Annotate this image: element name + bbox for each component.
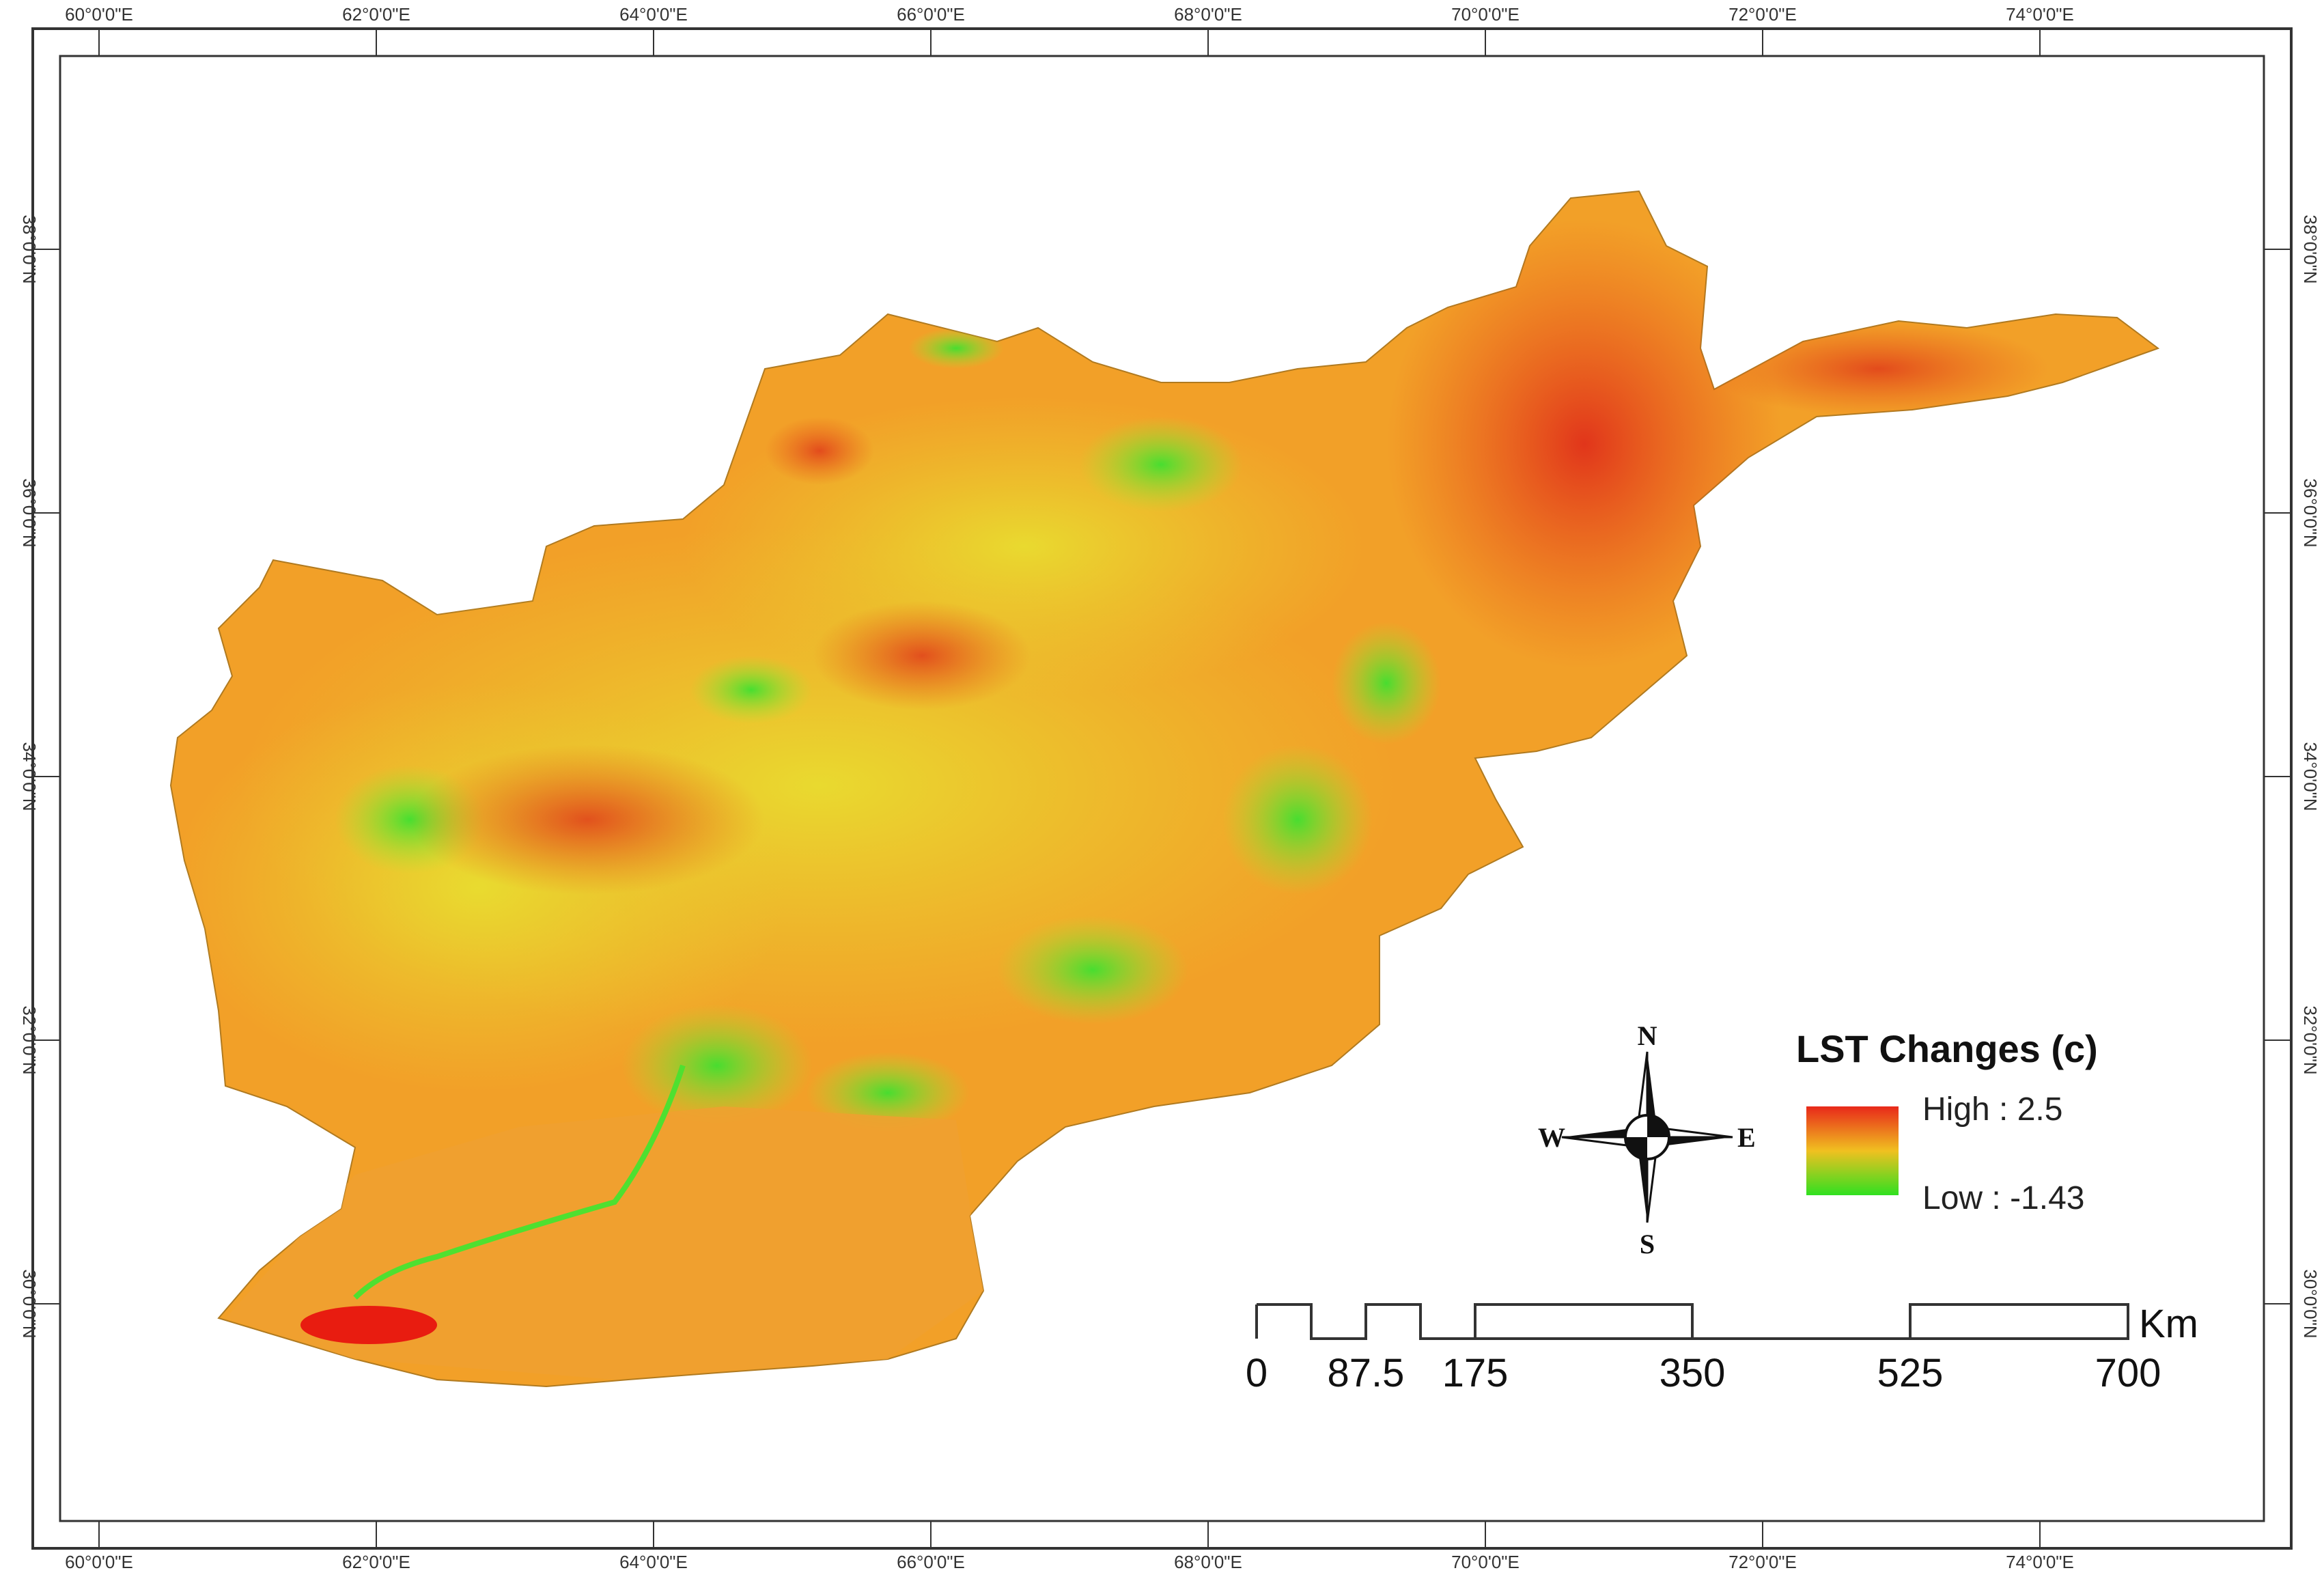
longitude-tick-label: 66°0'0"E <box>897 1552 965 1572</box>
scale-label-2: 175 <box>1442 1351 1509 1395</box>
longitude-tick-label: 70°0'0"E <box>1451 4 1520 25</box>
longitude-tick-label: 74°0'0"E <box>2006 4 2074 25</box>
latitude-tick-label: 34°0'0"N <box>19 742 40 811</box>
map-frame-inner <box>59 55 2265 1522</box>
latitude-tick-label: 32°0'0"N <box>2300 1005 2321 1074</box>
longitude-tick-label: 60°0'0"E <box>65 1552 133 1572</box>
latitude-ticks: 38°0'0"N 38°0'0"N 36°0'0"N 36°0'0"N 34°0'0"N… <box>19 214 2321 1338</box>
latitude-tick-label: 36°0'0"N <box>19 478 40 547</box>
latitude-tick-label: 38°0'0"N <box>19 214 40 283</box>
longitude-tick-label: 62°0'0"E <box>342 1552 410 1572</box>
legend-color-ramp <box>1806 1106 1899 1195</box>
longitude-tick-label: 74°0'0"E <box>2006 1552 2074 1572</box>
latitude-tick-label: 38°0'0"N <box>2300 214 2321 283</box>
scale-bar-segments <box>1255 1303 2129 1340</box>
longitude-tick-label: 70°0'0"E <box>1451 1552 1520 1572</box>
legend-high-label: High : 2.5 <box>1922 1091 2062 1128</box>
scale-label-3: 350 <box>1660 1351 1726 1395</box>
latitude-tick-label: 34°0'0"N <box>2300 742 2321 811</box>
legend: LST Changes (c) High : 2.5 Low : -1.43 <box>1796 1027 2098 1216</box>
scale-label-1: 87.5 <box>1328 1351 1405 1395</box>
map-frame-outer <box>31 27 2293 1550</box>
latitude-tick-label: 30°0'0"N <box>2300 1269 2321 1338</box>
longitude-tick-label: 68°0'0"E <box>1174 1552 1242 1572</box>
legend-low-label: Low : -1.43 <box>1922 1180 2084 1216</box>
longitude-tick-label: 66°0'0"E <box>897 4 965 25</box>
afghanistan-lst-raster <box>169 190 2160 1388</box>
longitude-tick-label: 72°0'0"E <box>1728 1552 1797 1572</box>
legend-title: LST Changes (c) <box>1796 1027 2098 1070</box>
latitude-tick-label: 32°0'0"N <box>19 1005 40 1074</box>
compass-w-label: W <box>1538 1122 1565 1153</box>
longitude-tick-label: 62°0'0"E <box>342 4 410 25</box>
compass-e-label: E <box>1737 1122 1756 1153</box>
scale-label-5: 700 <box>2095 1351 2161 1395</box>
scale-label-4: 525 <box>1877 1351 1944 1395</box>
longitude-ticks: 60°0'0"E 60°0'0"E 62°0'0"E 62°0'0"E 64°0'0"E… <box>65 4 2074 1572</box>
compass-s-label: S <box>1640 1229 1655 1259</box>
compass-rose-icon: N S E W <box>1538 1020 1756 1259</box>
longitude-tick-label: 60°0'0"E <box>65 4 133 25</box>
longitude-tick-label: 64°0'0"E <box>619 4 688 25</box>
scale-bar: 0 87.5 175 350 525 700 Km <box>1246 1302 2198 1395</box>
latitude-tick-label: 36°0'0"N <box>2300 478 2321 547</box>
longitude-tick-label: 64°0'0"E <box>619 1552 688 1572</box>
scale-unit: Km <box>2139 1302 2198 1346</box>
longitude-tick-label: 72°0'0"E <box>1728 4 1797 25</box>
longitude-tick-label: 68°0'0"E <box>1174 4 1242 25</box>
compass-n-label: N <box>1638 1020 1657 1051</box>
latitude-tick-label: 30°0'0"N <box>19 1269 40 1338</box>
scale-label-0: 0 <box>1246 1351 1268 1395</box>
